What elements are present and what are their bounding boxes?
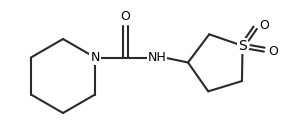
Text: NH: NH (148, 51, 166, 64)
Text: S: S (238, 39, 247, 53)
Text: O: O (259, 19, 269, 32)
Text: O: O (268, 45, 278, 58)
Text: O: O (120, 10, 130, 23)
Text: N: N (90, 51, 100, 64)
